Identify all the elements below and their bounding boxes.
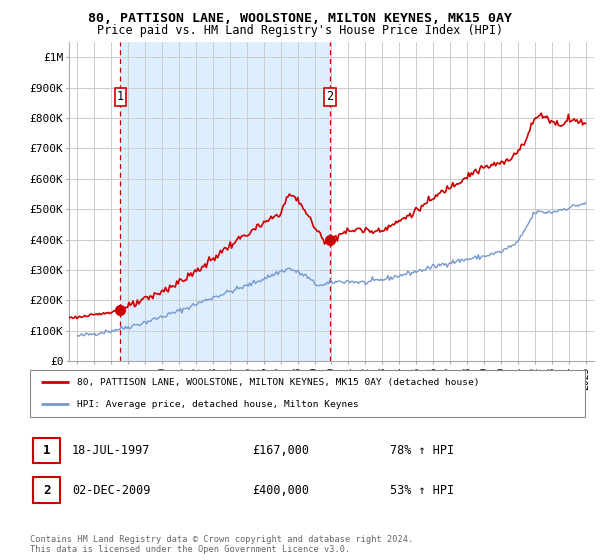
Text: 1: 1 [43,444,50,458]
Text: HPI: Average price, detached house, Milton Keynes: HPI: Average price, detached house, Milt… [77,400,359,409]
Text: Price paid vs. HM Land Registry's House Price Index (HPI): Price paid vs. HM Land Registry's House … [97,24,503,36]
FancyBboxPatch shape [34,478,60,502]
Text: 1: 1 [117,90,124,103]
Text: £167,000: £167,000 [252,444,309,458]
Text: Contains HM Land Registry data © Crown copyright and database right 2024.
This d: Contains HM Land Registry data © Crown c… [30,535,413,554]
Bar [121,42,330,361]
Text: £400,000: £400,000 [252,483,309,497]
Text: 2: 2 [326,90,334,103]
FancyBboxPatch shape [30,370,585,417]
Text: 80, PATTISON LANE, WOOLSTONE, MILTON KEYNES, MK15 0AY: 80, PATTISON LANE, WOOLSTONE, MILTON KEY… [88,12,512,25]
Text: 80, PATTISON LANE, WOOLSTONE, MILTON KEYNES, MK15 0AY (detached house): 80, PATTISON LANE, WOOLSTONE, MILTON KEY… [77,378,479,387]
Text: 18-JUL-1997: 18-JUL-1997 [72,444,151,458]
Text: 02-DEC-2009: 02-DEC-2009 [72,483,151,497]
Text: 78% ↑ HPI: 78% ↑ HPI [390,444,454,458]
Text: 53% ↑ HPI: 53% ↑ HPI [390,483,454,497]
FancyBboxPatch shape [34,438,60,463]
Text: 2: 2 [43,483,50,497]
